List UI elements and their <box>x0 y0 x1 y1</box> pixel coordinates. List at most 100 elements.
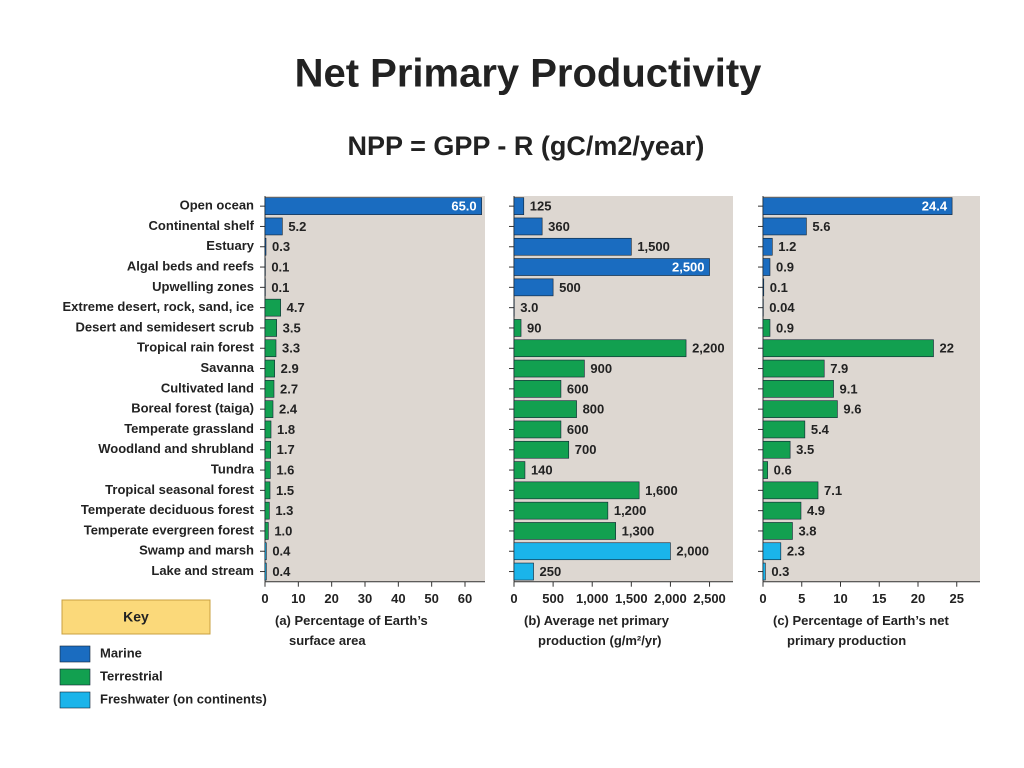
panel-background <box>265 196 485 582</box>
bar <box>513 258 710 276</box>
legend-title: Key <box>123 609 149 625</box>
value-label: 2.4 <box>279 402 298 417</box>
bar <box>513 339 687 358</box>
x-axis-label: production (g/m²/yr) <box>538 633 662 648</box>
legend-label: Terrestrial <box>100 668 163 683</box>
bar <box>762 380 834 398</box>
bar <box>513 380 562 398</box>
bar <box>264 481 271 500</box>
bar <box>762 339 934 358</box>
bar <box>264 197 482 215</box>
value-label: 250 <box>540 564 562 579</box>
value-label: 2,500 <box>672 259 705 274</box>
bar <box>513 420 562 439</box>
bar <box>762 237 773 256</box>
x-tick-label: 5 <box>798 591 805 606</box>
value-label: 0.1 <box>770 280 788 295</box>
x-axis-label: surface area <box>289 633 366 648</box>
bar <box>513 400 577 418</box>
bar <box>762 420 806 439</box>
bar <box>264 298 281 317</box>
x-tick-label: 0 <box>759 591 766 606</box>
value-label: 3.8 <box>798 523 816 538</box>
value-label: 65.0 <box>451 199 476 214</box>
category-label: Swamp and marsh <box>139 543 254 558</box>
bar <box>264 217 283 236</box>
bar <box>513 217 543 236</box>
value-label: 5.2 <box>288 219 306 234</box>
bar <box>513 562 534 581</box>
category-label: Temperate deciduous forest <box>81 502 255 517</box>
bar <box>513 197 525 215</box>
x-axis-label: (b) Average net primary <box>524 613 670 628</box>
category-label: Cultivated land <box>161 380 254 395</box>
value-label: 2.3 <box>787 544 805 559</box>
value-label: 700 <box>575 442 597 457</box>
legend-swatch <box>59 691 91 709</box>
value-label: 900 <box>590 361 612 376</box>
bar <box>513 440 570 459</box>
legend-title-box <box>61 599 211 635</box>
bar <box>513 278 554 297</box>
value-label: 800 <box>583 402 605 417</box>
value-label: 90 <box>527 320 541 335</box>
value-label: 125 <box>530 199 552 214</box>
x-tick-label: 10 <box>833 591 847 606</box>
value-label: 9.1 <box>840 381 858 396</box>
value-label: 1,500 <box>637 239 670 254</box>
bar <box>762 258 771 276</box>
category-label: Lake and stream <box>151 563 254 578</box>
bar <box>762 440 791 459</box>
value-label: 2,200 <box>692 341 725 356</box>
legend-label: Marine <box>100 645 142 660</box>
legend-swatch <box>59 645 91 663</box>
category-label: Temperate evergreen forest <box>84 522 255 537</box>
x-tick-label: 20 <box>324 591 338 606</box>
value-label: 500 <box>559 280 581 295</box>
value-label: 1.2 <box>778 239 796 254</box>
bar <box>264 501 270 520</box>
bar <box>513 481 640 500</box>
value-label: 24.4 <box>922 199 948 214</box>
value-label: 7.9 <box>830 361 848 376</box>
value-label: 5.4 <box>811 422 830 437</box>
value-label: 3.5 <box>796 442 814 457</box>
value-label: 0.6 <box>774 462 792 477</box>
category-label: Estuary <box>206 238 254 253</box>
bar <box>513 359 585 378</box>
bar <box>762 217 807 236</box>
value-label: 4.9 <box>807 503 825 518</box>
legend-label: Freshwater (on continents) <box>100 691 267 706</box>
bar <box>264 319 277 337</box>
category-label: Continental shelf <box>149 218 255 233</box>
bar <box>762 319 771 337</box>
value-label: 0.04 <box>769 300 795 315</box>
bar <box>264 440 271 459</box>
value-label: 2.7 <box>280 381 298 396</box>
category-label: Algal beds and reefs <box>127 258 254 273</box>
bar <box>762 461 768 479</box>
value-label: 600 <box>567 422 589 437</box>
value-label: 0.1 <box>271 280 289 295</box>
bar <box>513 319 522 337</box>
category-label: Open ocean <box>180 198 254 213</box>
category-label: Tundra <box>211 461 255 476</box>
x-tick-label: 25 <box>950 591 964 606</box>
value-label: 2,000 <box>676 544 709 559</box>
value-label: 5.6 <box>812 219 830 234</box>
value-label: 22 <box>940 341 954 356</box>
x-tick-label: 0 <box>261 591 268 606</box>
value-label: 0.9 <box>776 259 794 274</box>
value-label: 3.3 <box>282 341 300 356</box>
bar <box>264 339 277 358</box>
bar <box>513 522 616 540</box>
value-label: 1.8 <box>277 422 295 437</box>
value-label: 3.5 <box>283 320 301 335</box>
value-label: 1.5 <box>276 483 294 498</box>
subtitle: NPP = GPP - R (gC/m2/year) <box>348 131 705 161</box>
value-label: 0.3 <box>272 239 290 254</box>
value-label: 360 <box>548 219 570 234</box>
value-label: 7.1 <box>824 483 842 498</box>
bar <box>264 420 272 439</box>
